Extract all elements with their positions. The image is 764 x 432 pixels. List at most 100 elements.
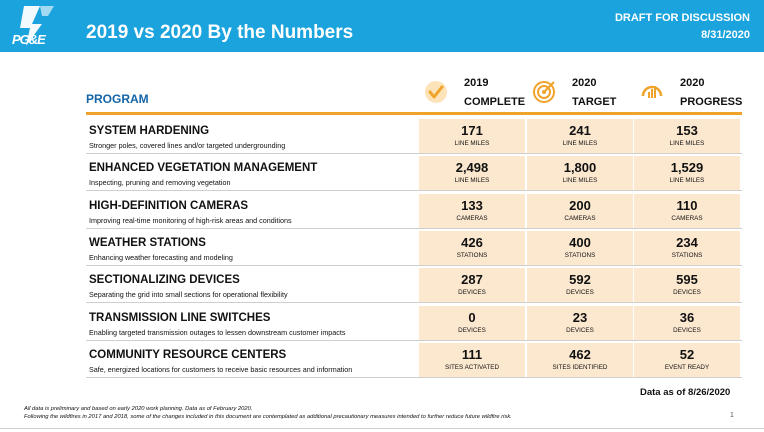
metric-cell: 111 SITES ACTIVATED [419, 342, 525, 378]
metric-unit: DEVICES [566, 326, 594, 334]
data-as-of-note: Data as of 8/26/2020 [640, 387, 731, 398]
metric-unit: DEVICES [673, 326, 701, 334]
page-number: 1 [730, 412, 734, 419]
row-divider [86, 227, 742, 229]
metric-value: 462 [569, 346, 591, 362]
table-row: HIGH-DEFINITION CAMERAS Improving real-ti… [86, 193, 742, 229]
metric-value: 595 [676, 272, 698, 288]
metric-cell: 234 STATIONS [634, 230, 740, 266]
metric-cell: 36 DEVICES [634, 305, 740, 341]
metric-value: 234 [676, 234, 698, 250]
metric-value: 111 [461, 346, 483, 362]
metric-cell: 171 LINE MILES [419, 119, 525, 154]
metric-value: 287 [461, 272, 483, 288]
metric-value: 241 [569, 123, 591, 138]
metric-cell: 153 LINE MILES [634, 119, 740, 154]
metric-unit: CAMERAS [671, 214, 703, 222]
metric-unit: DEVICES [458, 289, 486, 297]
metric-cell: 1,529 LINE MILES [634, 156, 740, 192]
metric-cell: 426 STATIONS [419, 230, 525, 266]
metric-unit: STATIONS [671, 251, 703, 259]
metric-value: 592 [569, 272, 591, 288]
program-title: HIGH-DEFINITION CAMERAS [89, 199, 249, 212]
table-row: TRANSMISSION LINE SWITCHES Enabling targe… [86, 305, 742, 341]
pge-logo-icon [20, 6, 54, 46]
program-title: SYSTEM HARDENING [89, 125, 210, 137]
metric-unit: CAMERAS [456, 214, 488, 222]
row-divider [86, 153, 742, 154]
metric-unit: DEVICES [566, 289, 594, 297]
metric-cell: 23 DEVICES [527, 305, 633, 341]
table-row: COMMUNITY RESOURCE CENTERS Safe, energize… [86, 342, 742, 378]
section-divider [86, 112, 742, 115]
metric-unit: LINE MILES [454, 177, 490, 185]
draft-notice: DRAFT FOR DISCUSSION 8/31/2020 [615, 10, 750, 44]
table-row: SECTIONALIZING DEVICES Separating the gri… [86, 268, 742, 304]
program-description: Inspecting, pruning and removing vegetat… [89, 178, 231, 188]
metric-cell: 133 CAMERAS [419, 193, 525, 229]
metric-unit: STATIONS [564, 251, 596, 259]
program-title: SECTIONALIZING DEVICES [89, 274, 240, 287]
metric-value: 1,800 [563, 160, 597, 176]
metric-unit: STATIONS [456, 251, 488, 259]
column-label: TARGET [572, 96, 617, 108]
metric-cell: 400 STATIONS [527, 230, 633, 266]
metric-cell: 110 CAMERAS [634, 193, 740, 229]
row-divider [86, 264, 742, 266]
metric-value: 400 [569, 234, 591, 250]
program-description: Improving real-time monitoring of high-r… [89, 215, 292, 225]
metric-cell: 2,498 LINE MILES [419, 156, 525, 192]
metric-unit: SITES ACTIVATED [445, 363, 499, 371]
metric-value: 133 [461, 197, 483, 213]
metric-cell: 0 DEVICES [419, 305, 525, 341]
metric-unit: SITES IDENTIFIED [552, 363, 608, 371]
metric-value: 110 [676, 197, 698, 213]
metric-value: 23 [572, 309, 588, 325]
metric-unit: LINE MILES [454, 140, 490, 147]
table-row: WEATHER STATIONS Enhancing weather foreca… [86, 230, 742, 266]
footnote: All data is preliminary and based on ear… [24, 405, 512, 421]
program-description: Stronger poles, covered lines and/or tar… [89, 141, 286, 150]
metric-value: 200 [569, 197, 591, 213]
row-divider [86, 190, 742, 192]
metric-unit: LINE MILES [562, 177, 598, 185]
metric-cell: 1,800 LINE MILES [527, 156, 633, 192]
program-description: Safe, energized locations for customers … [89, 364, 353, 374]
program-description: Separating the grid into small sections … [89, 290, 288, 300]
metric-unit: LINE MILES [669, 177, 705, 185]
metric-value: 2,498 [455, 160, 489, 176]
metric-cell: 287 DEVICES [419, 268, 525, 304]
metric-unit: CAMERAS [564, 214, 596, 222]
metric-value: 0 [468, 309, 476, 325]
program-title: WEATHER STATIONS [89, 236, 206, 249]
metric-value: 426 [461, 234, 483, 250]
footnote-line: Following the wildfires in 2017 and 2018… [24, 414, 512, 420]
page-title: 2019 vs 2020 By the Numbers [86, 22, 354, 43]
column-label: PROGRESS [680, 96, 743, 108]
metric-cell: 241 LINE MILES [527, 119, 633, 154]
footnote-line: All data is preliminary and based on ear… [24, 406, 253, 412]
metric-unit: EVENT READY [664, 363, 710, 371]
metric-cell: 592 DEVICES [527, 268, 633, 304]
column-year: 2020 [680, 77, 705, 89]
header-bar: PG&E 2019 vs 2020 By the Numbers DRAFT F… [0, 0, 764, 52]
metric-cell: 595 DEVICES [634, 268, 740, 304]
metric-value: 171 [461, 123, 483, 138]
metric-unit: DEVICES [673, 289, 701, 297]
target-icon [533, 81, 555, 103]
metric-value: 153 [676, 123, 698, 138]
row-divider [86, 339, 742, 341]
program-title: ENHANCED VEGETATION MANAGEMENT [89, 162, 318, 175]
metric-value: 36 [679, 309, 695, 325]
program-description: Enabling targeted transmission outages t… [89, 327, 346, 337]
progress-gauge-icon [641, 85, 663, 98]
metric-unit: LINE MILES [669, 140, 705, 147]
row-divider [86, 302, 742, 304]
draft-date: 8/31/2020 [701, 29, 750, 41]
row-divider [86, 376, 742, 378]
column-year: 2020 [572, 77, 597, 89]
program-title: TRANSMISSION LINE SWITCHES [89, 311, 271, 324]
program-description: Enhancing weather forecasting and modeli… [89, 252, 233, 262]
metric-unit: DEVICES [458, 326, 486, 334]
column-year: 2019 [464, 77, 489, 89]
